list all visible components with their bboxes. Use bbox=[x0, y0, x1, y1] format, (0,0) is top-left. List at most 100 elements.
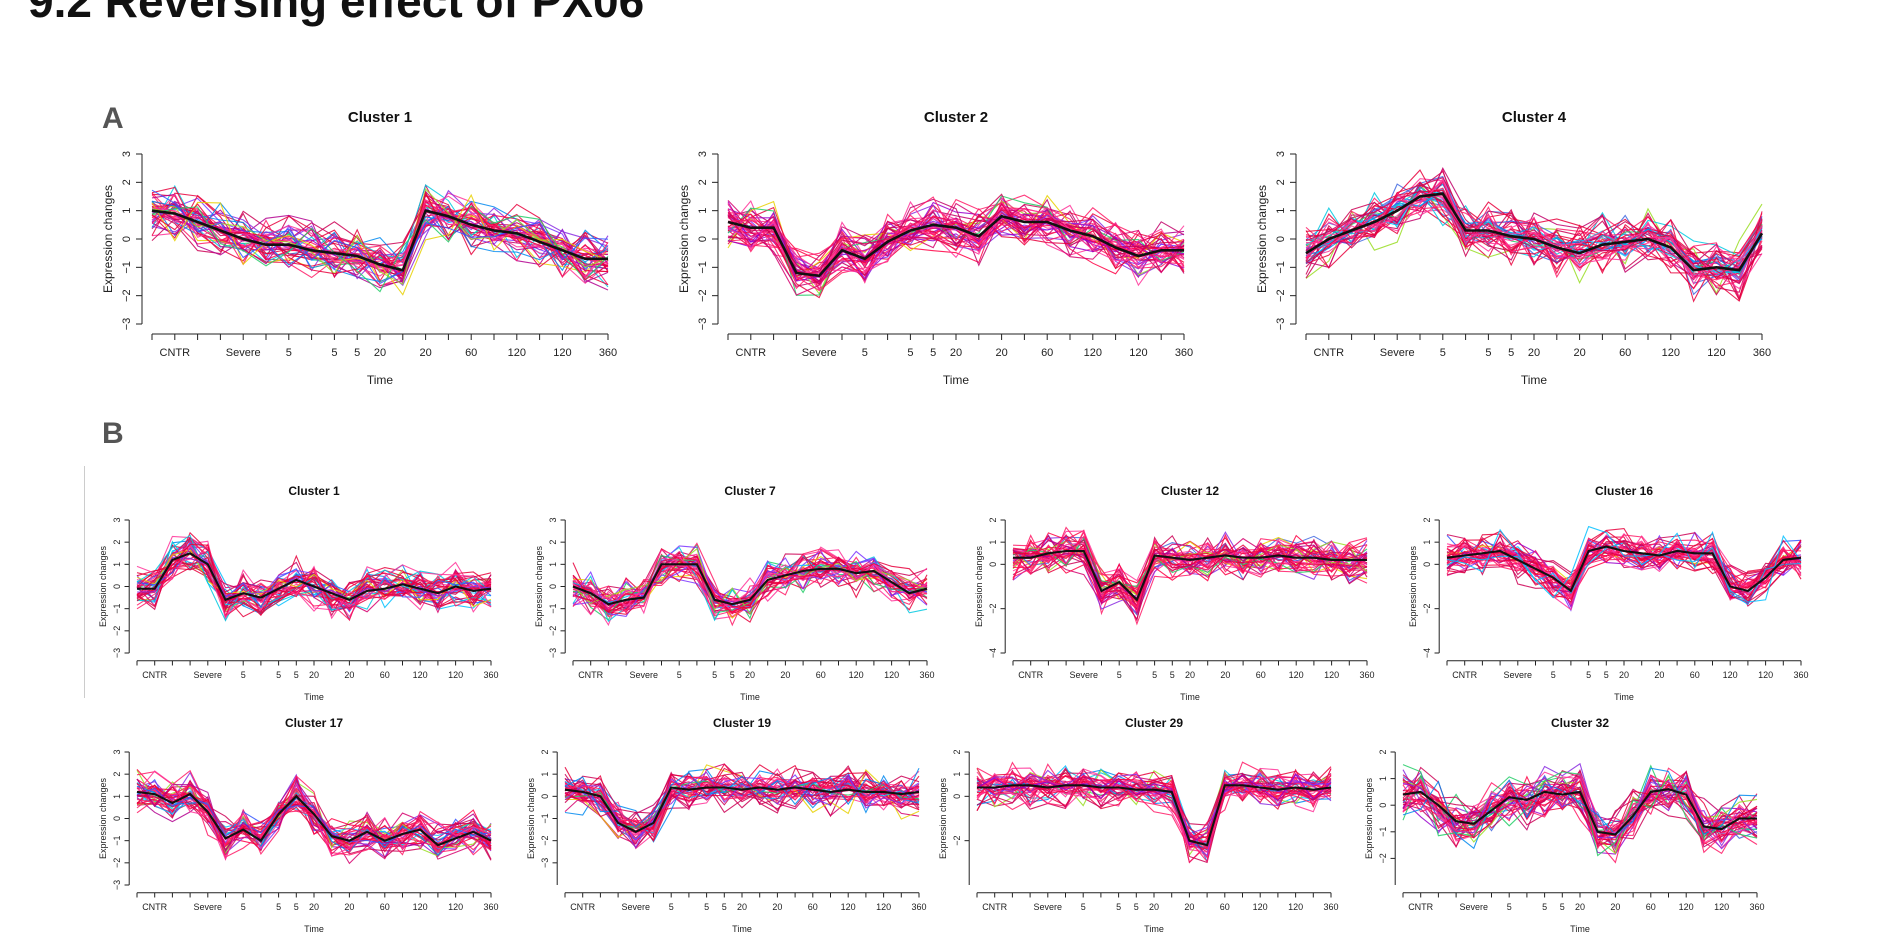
gene-profile-line bbox=[564, 767, 920, 842]
y-tick-label: 0 bbox=[697, 236, 709, 242]
gene-profile-line bbox=[136, 553, 492, 600]
y-tick-label: 1 bbox=[540, 772, 550, 777]
x-tick-label: 5 bbox=[862, 347, 868, 359]
x-tick-label: 20 bbox=[1575, 902, 1585, 912]
gene-profile-line bbox=[1402, 783, 1758, 838]
mean-profile-line bbox=[1013, 549, 1367, 602]
x-tick-label: 20 bbox=[1220, 670, 1230, 680]
x-tick-label: 5 bbox=[704, 902, 709, 912]
gene-profile-lines bbox=[136, 531, 492, 622]
mean-profile-line bbox=[1402, 788, 1757, 836]
y-tick-label: 2 bbox=[540, 749, 550, 754]
mean-profile-line bbox=[137, 552, 492, 602]
x-tick-label: 360 bbox=[1793, 670, 1808, 680]
y-tick-label: 1 bbox=[952, 772, 962, 777]
y-tick-label: 2 bbox=[548, 540, 558, 545]
y-tick-label: 1 bbox=[697, 208, 709, 214]
mean-profile-line bbox=[1446, 545, 1802, 593]
y-tick-label: 0 bbox=[112, 816, 122, 821]
x-tick-label: CNTR bbox=[142, 902, 167, 912]
x-tick-label: 120 bbox=[1662, 347, 1680, 359]
y-tick-label: 2 bbox=[112, 540, 122, 545]
gene-profile-line bbox=[564, 776, 920, 835]
x-tick-label: 360 bbox=[1323, 902, 1338, 912]
y-tick-label: −3 bbox=[112, 880, 122, 890]
y-tick-label: −4 bbox=[1422, 648, 1432, 658]
x-tick-label: 5 bbox=[907, 347, 913, 359]
x-tick-label: Severe bbox=[194, 902, 223, 912]
x-tick-label: 360 bbox=[919, 670, 934, 680]
gene-profile-line bbox=[151, 187, 609, 286]
y-tick-label: −2 bbox=[697, 289, 709, 302]
y-axis-label: Expression changes bbox=[98, 545, 108, 627]
x-tick-label: 20 bbox=[1185, 670, 1195, 680]
y-tick-label: 0 bbox=[121, 236, 133, 242]
x-tick-label: 5 bbox=[1116, 902, 1121, 912]
y-tick-label: −2 bbox=[1378, 853, 1388, 863]
x-tick-label: 20 bbox=[772, 902, 782, 912]
x-tick-label: 5 bbox=[276, 902, 281, 912]
x-tick-label: CNTR bbox=[160, 347, 191, 359]
x-tick-label: CNTR bbox=[736, 347, 767, 359]
x-tick-label: Severe bbox=[226, 347, 261, 359]
y-axis-label: Expression changes bbox=[677, 185, 691, 293]
x-tick-label: 120 bbox=[1758, 670, 1773, 680]
x-axis-label: Time bbox=[367, 373, 394, 387]
y-tick-label: −1 bbox=[697, 261, 709, 274]
x-tick-label: 5 bbox=[1542, 902, 1547, 912]
gene-profile-line bbox=[1446, 525, 1802, 603]
gene-profile-line bbox=[1402, 774, 1758, 850]
gene-profile-line bbox=[727, 213, 1185, 299]
gene-profile-line bbox=[976, 776, 1332, 846]
gene-profile-line bbox=[136, 556, 492, 600]
y-tick-label: −3 bbox=[540, 858, 550, 868]
x-tick-label: 5 bbox=[669, 902, 674, 912]
mean-profile-line bbox=[1305, 192, 1764, 272]
x-tick-label: 120 bbox=[1129, 347, 1147, 359]
gene-profile-line bbox=[572, 543, 928, 621]
gene-profile-line bbox=[1446, 550, 1802, 600]
y-tick-label: 1 bbox=[121, 208, 133, 214]
y-axis-label: Expression changes bbox=[98, 777, 108, 859]
gene-profile-line bbox=[1012, 535, 1368, 616]
x-tick-label: 120 bbox=[448, 670, 463, 680]
x-tick-label: 5 bbox=[241, 902, 246, 912]
x-tick-label: 20 bbox=[995, 347, 1007, 359]
gene-profile-line bbox=[1446, 534, 1802, 594]
x-tick-label: 60 bbox=[1256, 670, 1266, 680]
gene-profile-line bbox=[572, 550, 928, 617]
y-tick-label: −3 bbox=[548, 648, 558, 658]
x-tick-label: 360 bbox=[1749, 902, 1764, 912]
x-tick-label: 5 bbox=[294, 902, 299, 912]
gene-profile-line bbox=[136, 535, 492, 618]
cluster-plot-b-4: Cluster 1 3 2 1 0 −1 −2 −3 Expression changes CNT… bbox=[98, 484, 499, 702]
gene-profile-line bbox=[136, 769, 492, 852]
x-tick-label: Severe bbox=[194, 670, 223, 680]
gene-profile-lines bbox=[1446, 525, 1802, 612]
y-tick-label: −1 bbox=[540, 813, 550, 823]
y-tick-label: 0 bbox=[1275, 236, 1287, 242]
x-tick-label: 5 bbox=[1485, 347, 1491, 359]
x-tick-label: 20 bbox=[419, 347, 431, 359]
x-tick-label: 5 bbox=[241, 670, 246, 680]
y-tick-label: 1 bbox=[112, 794, 122, 799]
y-axis-label: Expression changes bbox=[1364, 777, 1374, 859]
gene-profile-lines bbox=[1305, 166, 1763, 303]
plot-title: Cluster 7 bbox=[724, 484, 776, 498]
gene-profile-lines bbox=[564, 763, 920, 850]
x-tick-label: 20 bbox=[745, 670, 755, 680]
plot-title: Cluster 17 bbox=[285, 716, 343, 730]
x-tick-label: 120 bbox=[508, 347, 526, 359]
y-tick-label: −3 bbox=[697, 318, 709, 331]
y-tick-label: −2 bbox=[548, 626, 558, 636]
plot-title: Cluster 16 bbox=[1595, 484, 1653, 498]
x-tick-label: CNTR bbox=[982, 902, 1007, 912]
x-tick-label: 20 bbox=[1619, 670, 1629, 680]
y-tick-label: −3 bbox=[1275, 318, 1287, 331]
x-tick-label: CNTR bbox=[1314, 347, 1345, 359]
gene-profile-line bbox=[976, 761, 1332, 863]
x-tick-label: 120 bbox=[841, 902, 856, 912]
gene-profile-line bbox=[1305, 188, 1763, 258]
gene-profile-lines bbox=[572, 542, 928, 627]
cluster-plot-b-11: Cluster 32 2 1 0 −1 −2 Expression changes CNTR S… bbox=[1364, 716, 1765, 934]
